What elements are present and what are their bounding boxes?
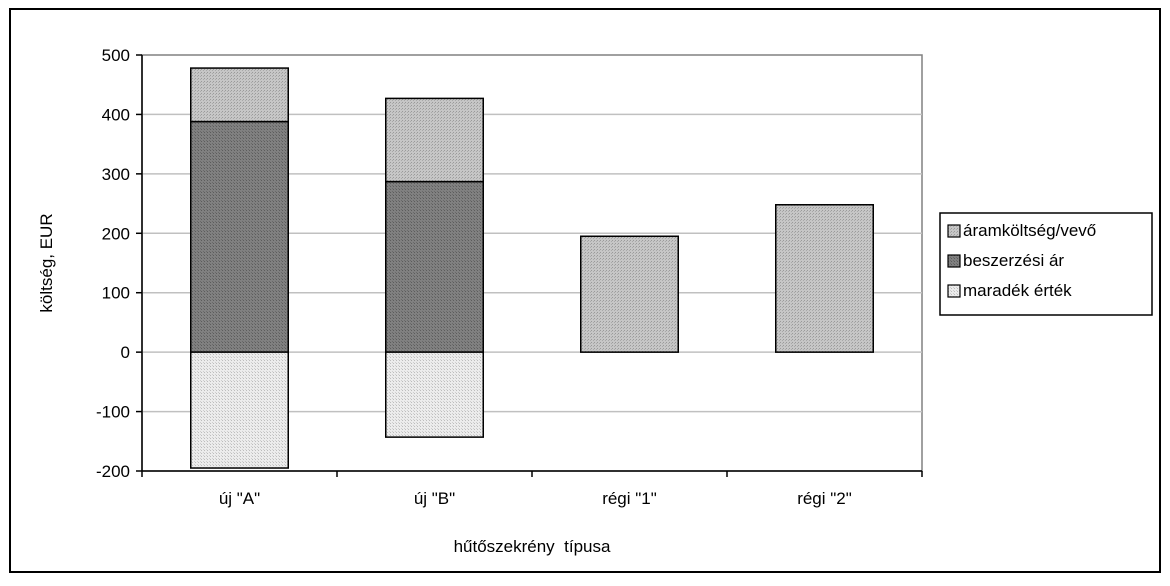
legend-label: beszerzési ár <box>963 251 1064 270</box>
legend: áramköltség/vevő beszerzési ár maradék ért… <box>939 212 1153 316</box>
bar-segment <box>775 204 874 353</box>
y-tick-label: 200 <box>102 224 130 243</box>
legend-box <box>939 212 1153 316</box>
legend-label: áramköltség/vevő <box>963 221 1096 240</box>
legend-swatch <box>947 224 961 238</box>
y-tick-label: 400 <box>102 105 130 124</box>
bar-segment <box>190 351 289 469</box>
y-axis-title: költség, EUR <box>37 213 56 312</box>
x-tick-label: régi "1" <box>602 489 657 508</box>
bar-segment <box>190 120 289 353</box>
y-tick-label: 0 <box>121 343 130 362</box>
bar-segment <box>580 235 679 353</box>
y-tick-label: 500 <box>102 46 130 65</box>
x-tick-label: új "A" <box>219 489 260 508</box>
y-tick-label: 300 <box>102 165 130 184</box>
bar-segment <box>385 180 484 353</box>
x-axis-title: hűtőszekrény típusa <box>454 537 611 556</box>
legend-swatch <box>947 284 961 298</box>
y-tick-label: 100 <box>102 284 130 303</box>
bar-segment <box>385 351 484 438</box>
bar-segment <box>385 97 484 183</box>
y-tick-label: -100 <box>96 403 130 422</box>
y-tick-label: -200 <box>96 462 130 481</box>
bar-segment <box>190 67 289 123</box>
bars <box>190 67 874 469</box>
legend-swatch <box>947 254 961 268</box>
x-tick-label: új "B" <box>414 489 455 508</box>
axes: 500 400 300 200 100 0 -100 -200 új "A" új "B" régi… <box>96 46 923 508</box>
legend-label: maradék érték <box>963 281 1072 300</box>
x-tick-label: régi "2" <box>797 489 852 508</box>
